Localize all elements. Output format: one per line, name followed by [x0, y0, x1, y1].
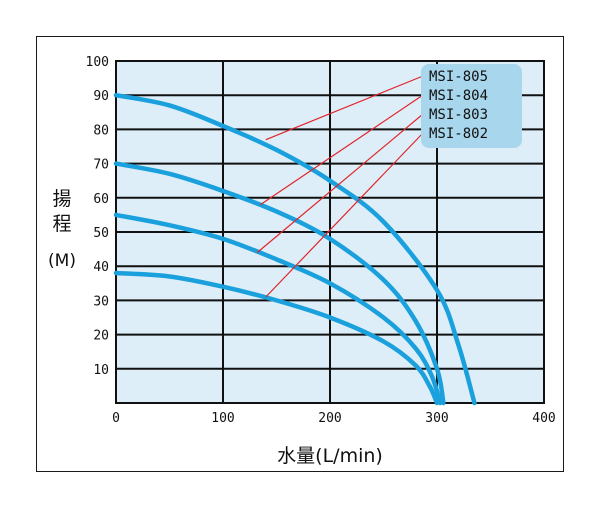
y-tick-label-80: 80 [93, 123, 109, 138]
series-line-msi-804 [113, 161, 446, 406]
x-tick-labels: 0 100 200 300 400 [112, 411, 556, 426]
legend-label-msi-805: MSI-805 [429, 69, 488, 85]
legend-label-msi-803: MSI-803 [429, 107, 488, 123]
legend: MSI-805 MSI-804 MSI-803 MSI-802 [429, 69, 488, 142]
y-tick-label-40: 40 [93, 260, 109, 275]
y-axis-label-unit: (M) [48, 251, 76, 271]
chart-frame [36, 36, 564, 472]
y-tick-label-30: 30 [93, 294, 109, 309]
y-tick-label-90: 90 [93, 89, 109, 104]
y-tick-label-20: 20 [93, 329, 109, 344]
y-tick-label-100: 100 [86, 55, 109, 70]
series-curves [113, 92, 477, 406]
leader-lines [256, 75, 424, 298]
horizontal-gridlines [116, 60, 544, 370]
y-axis-label-char-1: 揚 [52, 188, 71, 210]
legend-label-msi-802: MSI-802 [429, 126, 488, 142]
x-tick-label-200: 200 [318, 411, 341, 426]
y-tick-label-50: 50 [93, 226, 109, 241]
y-tick-label-10: 10 [93, 363, 109, 378]
x-tick-label-100: 100 [211, 411, 234, 426]
legend-label-msi-804: MSI-804 [429, 88, 488, 104]
x-tick-label-0: 0 [112, 411, 120, 426]
leader-line-msi-802 [265, 132, 424, 298]
series-line-msi-803 [113, 212, 443, 406]
y-tick-labels: 10 20 30 40 50 60 70 80 90 100 [86, 55, 109, 378]
series-line-msi-802 [113, 270, 440, 406]
x-axis-label: 水量(L/min) [277, 445, 383, 467]
y-tick-label-70: 70 [93, 158, 109, 173]
y-tick-label-60: 60 [93, 192, 109, 207]
leader-line-msi-805 [265, 75, 424, 141]
legend-box [421, 64, 522, 148]
leader-line-msi-803 [256, 113, 424, 253]
series-line-msi-805 [113, 92, 477, 406]
x-tick-label-400: 400 [532, 411, 555, 426]
leader-line-msi-804 [260, 94, 424, 206]
x-tick-label-300: 300 [425, 411, 448, 426]
y-axis-label-char-2: 程 [52, 213, 71, 235]
